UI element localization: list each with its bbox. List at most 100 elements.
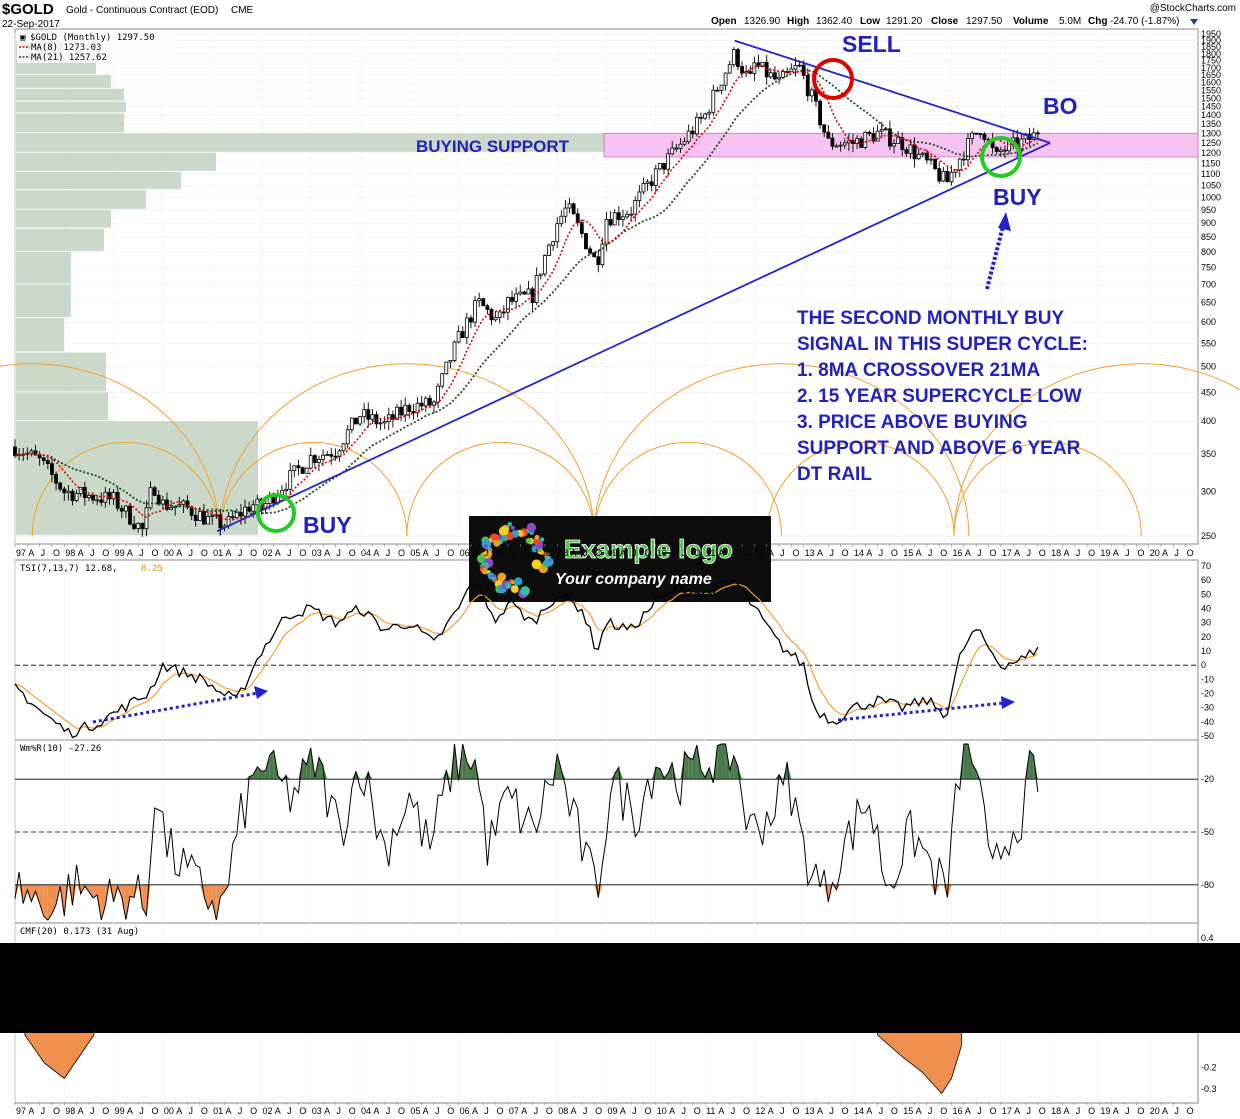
price-bars bbox=[13, 47, 1040, 537]
price-bar-body bbox=[292, 465, 297, 472]
x-tick-label: J bbox=[484, 548, 489, 558]
x-tick-label: J bbox=[1026, 548, 1031, 558]
x-tick-label: O bbox=[940, 548, 947, 558]
wmr-overbought-fill bbox=[306, 747, 311, 780]
price-tick-label: 1600 bbox=[1201, 78, 1221, 88]
x-tick-label: 09 bbox=[608, 548, 618, 558]
price-bar-body bbox=[366, 409, 371, 420]
price-bar-body bbox=[243, 506, 247, 517]
price-tick-label: 1950 bbox=[1201, 29, 1221, 39]
price-bar-body bbox=[197, 510, 202, 521]
signal-note-line: 3. PRICE ABOVE BUYING bbox=[797, 412, 1028, 433]
x-tick-label: J bbox=[731, 548, 736, 558]
price-bar-body bbox=[621, 216, 625, 220]
price-bar-body bbox=[403, 404, 408, 416]
x-tick-label: A bbox=[916, 1106, 922, 1116]
x-tick-label: J bbox=[1076, 548, 1081, 558]
tsi-tick-label: 70 bbox=[1201, 561, 1211, 571]
price-bar-body bbox=[477, 298, 482, 302]
x-tick-label: A bbox=[176, 548, 182, 558]
price-bar-body bbox=[234, 511, 239, 518]
x-tick-label: J bbox=[41, 548, 46, 558]
price-bar-body bbox=[423, 397, 428, 407]
wmr-overbought-fill bbox=[692, 745, 697, 780]
x-tick-label: O bbox=[1088, 548, 1095, 558]
x-tick-label: J bbox=[287, 1106, 292, 1116]
price-tick-label: 1200 bbox=[1201, 148, 1221, 158]
cmf-tick-label: 0.4 bbox=[1201, 933, 1214, 943]
x-tick-label: J bbox=[681, 1106, 686, 1116]
x-tick-label: O bbox=[694, 548, 701, 558]
signal-note-line: SUPPORT AND ABOVE 6 YEAR bbox=[797, 438, 1081, 459]
x-tick-label: A bbox=[669, 1106, 675, 1116]
x-tick-label: A bbox=[521, 548, 527, 558]
wmr-tick-label: -20 bbox=[1201, 774, 1214, 784]
price-bar-body bbox=[251, 504, 256, 512]
x-tick-label: J bbox=[1026, 1106, 1031, 1116]
price-bar-body bbox=[115, 492, 120, 509]
price-bar-body bbox=[699, 116, 703, 119]
price-bar-body bbox=[124, 505, 128, 512]
x-tick-label: 15 bbox=[903, 1106, 913, 1116]
chart-header: $GOLD Gold - Continuous Contract (EOD) C… bbox=[2, 1, 1236, 30]
price-bar-body bbox=[629, 213, 634, 216]
x-tick-label: O bbox=[595, 548, 602, 558]
price-tick-label: 1050 bbox=[1201, 180, 1221, 190]
x-tick-label: O bbox=[792, 548, 799, 558]
buy-circle-left bbox=[256, 493, 296, 533]
x-tick-label: O bbox=[842, 548, 849, 558]
high-value: 1362.40 bbox=[816, 16, 853, 27]
price-bar-body bbox=[715, 89, 720, 92]
price-bar-body bbox=[933, 158, 938, 170]
wmr-oversold-fill bbox=[832, 884, 837, 890]
price-bar-body bbox=[304, 467, 309, 474]
x-tick-label: J bbox=[977, 1106, 982, 1116]
signal-note-line: 2. 15 YEAR SUPERCYCLE LOW bbox=[797, 386, 1082, 407]
x-tick-label: O bbox=[891, 548, 898, 558]
price-bar-body bbox=[111, 492, 116, 500]
price-bar-body bbox=[317, 459, 321, 463]
price-bar-body bbox=[961, 158, 966, 161]
price-bar-body bbox=[682, 141, 687, 145]
price-tick-label: 850 bbox=[1201, 232, 1216, 242]
wmr-grid: -20 -50 -80 bbox=[15, 774, 1214, 890]
tsi-tick-label: -20 bbox=[1201, 689, 1214, 699]
wmr-oversold-fill bbox=[93, 884, 98, 898]
price-bar-body bbox=[781, 71, 786, 78]
x-tick-label: A bbox=[472, 1106, 478, 1116]
x-tick-label: A bbox=[866, 1106, 872, 1116]
annotation-buy-left: BUY bbox=[303, 512, 352, 538]
x-tick-label: O bbox=[990, 548, 997, 558]
ma21-line bbox=[14, 69, 1039, 515]
wmr-overbought-fill bbox=[672, 762, 677, 780]
chg-down-icon bbox=[1190, 19, 1198, 25]
wmr-oversold-fill bbox=[88, 884, 94, 898]
price-bar-body bbox=[448, 360, 453, 363]
x-tick-label: 08 bbox=[558, 548, 568, 558]
price-tick-label: 1500 bbox=[1201, 93, 1221, 103]
x-tick-label: O bbox=[152, 1106, 159, 1116]
wmr-overbought-fill bbox=[963, 744, 968, 780]
x-tick-label: 04 bbox=[361, 1106, 371, 1116]
price-bar-body bbox=[489, 309, 494, 321]
x-tick-label: J bbox=[1174, 548, 1179, 558]
price-bar-body bbox=[892, 143, 896, 147]
price-bar-body bbox=[407, 404, 412, 412]
x-tick-label: O bbox=[349, 1106, 356, 1116]
x-tick-label: 13 bbox=[805, 548, 815, 558]
x-tick-label: 06 bbox=[460, 548, 470, 558]
x-tick-label: O bbox=[102, 548, 109, 558]
price-tick-label: 650 bbox=[1201, 298, 1216, 308]
x-tick-label: A bbox=[718, 1106, 724, 1116]
price-tick-label: 1250 bbox=[1201, 138, 1221, 148]
note-arrow-shaft bbox=[985, 221, 1006, 290]
close-label: Close bbox=[931, 16, 959, 27]
price-bar-body bbox=[337, 450, 342, 457]
price-bar-body bbox=[604, 219, 609, 245]
close-value: 1297.50 bbox=[966, 16, 1003, 27]
price-tick-label: 1850 bbox=[1201, 42, 1221, 52]
price-bar-body bbox=[378, 422, 383, 425]
x-tick-label: O bbox=[546, 548, 553, 558]
price-bar-body bbox=[846, 140, 851, 144]
price-tick-label: 1150 bbox=[1201, 158, 1220, 168]
